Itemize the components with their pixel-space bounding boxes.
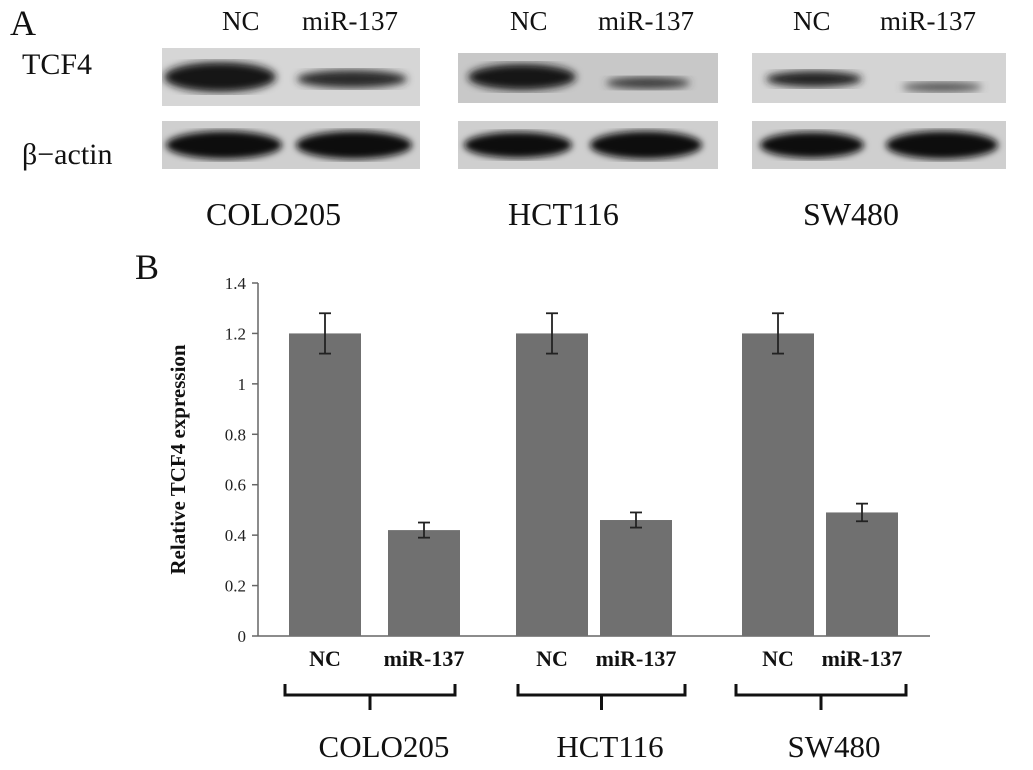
group-bracket [516, 684, 687, 710]
lane-label-hct116-nc: NC [510, 6, 548, 36]
lane-label-sw480-mir137: miR-137 [880, 6, 977, 36]
cell-label-colo205-a: COLO205 [206, 196, 342, 232]
cell-label-hct116-a: HCT116 [508, 196, 619, 232]
bar [516, 333, 588, 636]
y-tick-label: 1.2 [225, 324, 246, 343]
lane-label-sw480-nc: NC [793, 6, 831, 36]
category-label: miR-137 [384, 646, 465, 671]
cell-label-sw480-a: SW480 [803, 196, 899, 232]
y-tick-label: 0.6 [225, 476, 246, 495]
y-tick-label: 1 [238, 375, 247, 394]
blot-colo205-tcf4 [162, 48, 420, 106]
bar [742, 333, 814, 636]
blot-hct116-tcf4 [458, 53, 718, 103]
panel-b-letter: B [135, 247, 160, 287]
y-tick-label: 0 [238, 627, 247, 646]
group-label: COLO205 [319, 729, 450, 764]
y-axis-label: Relative TCF4 expression [166, 344, 190, 575]
category-label: miR-137 [596, 646, 677, 671]
category-label: NC [536, 646, 568, 671]
panel-a-letter: A [10, 3, 36, 43]
blot-colo205-actin [162, 121, 420, 169]
bar [826, 512, 898, 636]
bar [388, 530, 460, 636]
blot-sw480-actin [752, 121, 1006, 169]
category-label: miR-137 [822, 646, 903, 671]
row-label-beta-actin: β−actin [22, 138, 113, 171]
y-tick-label: 0.4 [225, 526, 247, 545]
row-label-tcf4: TCF4 [22, 48, 93, 81]
group-label: HCT116 [556, 729, 663, 764]
y-tick-label: 1.4 [225, 274, 247, 293]
lane-label-hct116-mir137: miR-137 [598, 6, 695, 36]
y-tick-label: 0.8 [225, 425, 246, 444]
lane-label-colo205-mir137: miR-137 [302, 6, 399, 36]
category-label: NC [762, 646, 794, 671]
blot-hct116-actin [458, 121, 718, 169]
y-tick-label: 0.2 [225, 577, 246, 596]
group-bracket [283, 684, 457, 710]
group-label: SW480 [788, 729, 881, 764]
bar [600, 520, 672, 636]
group-bracket [734, 684, 908, 710]
category-label: NC [309, 646, 341, 671]
bar [289, 333, 361, 636]
lane-label-colo205-nc: NC [222, 6, 260, 36]
blot-sw480-tcf4 [752, 53, 1006, 103]
